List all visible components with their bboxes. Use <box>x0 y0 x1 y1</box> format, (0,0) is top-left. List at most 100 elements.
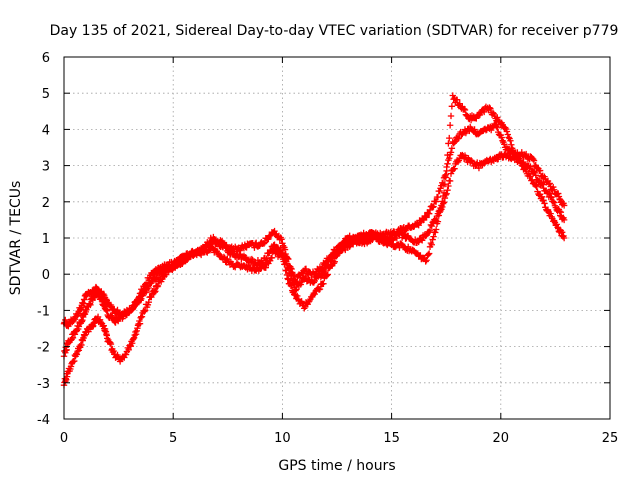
data-point <box>503 128 511 135</box>
data-point <box>505 134 512 141</box>
data-point <box>451 138 458 146</box>
data-point <box>134 324 141 332</box>
data-point <box>530 168 538 175</box>
data-point <box>444 151 451 159</box>
data-point <box>529 156 537 163</box>
data-point <box>494 114 501 121</box>
data-point <box>430 233 437 240</box>
data-point <box>134 298 142 305</box>
y-tick-label: 0 <box>42 268 50 283</box>
data-point <box>428 222 435 230</box>
data-point <box>560 234 568 242</box>
data-point <box>447 170 455 177</box>
data-point <box>248 255 256 263</box>
x-tick-label: 20 <box>493 431 510 446</box>
data-point <box>441 172 449 180</box>
data-point <box>287 282 295 289</box>
data-point <box>323 272 331 279</box>
data-point <box>532 182 539 189</box>
data-point <box>438 202 445 209</box>
data-point <box>73 351 81 358</box>
data-point <box>146 275 153 282</box>
data-point <box>507 137 514 144</box>
data-point <box>75 323 83 330</box>
data-point <box>71 331 79 338</box>
chart-title: Day 135 of 2021, Sidereal Day-to-day VTE… <box>50 23 619 39</box>
data-point <box>432 198 440 205</box>
data-point <box>447 112 455 120</box>
data-point <box>425 210 433 217</box>
data-point <box>74 311 81 319</box>
data-point <box>69 334 77 342</box>
data-point <box>453 96 461 104</box>
data-point <box>445 182 452 190</box>
data-point <box>527 173 534 180</box>
data-point <box>75 347 83 354</box>
data-point <box>122 351 130 358</box>
data-point <box>220 253 228 261</box>
data-point <box>446 122 454 129</box>
x-axis-label: GPS time / hours <box>278 458 395 474</box>
data-point <box>493 123 500 130</box>
y-tick-label: -4 <box>37 413 50 428</box>
data-point <box>539 181 546 188</box>
y-tick-label: -2 <box>37 341 50 356</box>
data-point <box>538 193 546 201</box>
data-point <box>536 167 544 174</box>
data-point <box>547 210 554 217</box>
data-point <box>418 237 426 244</box>
data-point <box>136 293 143 300</box>
data-point <box>283 267 290 274</box>
data-point <box>148 293 155 301</box>
data-point <box>550 198 557 205</box>
data-point <box>471 126 478 133</box>
data-point <box>518 161 525 169</box>
data-point <box>311 290 318 298</box>
data-point <box>138 313 146 320</box>
data-point <box>504 131 511 138</box>
data-point <box>548 194 555 201</box>
data-point <box>448 145 456 152</box>
data-point <box>142 307 149 314</box>
data-point <box>222 243 229 251</box>
data-point <box>87 301 94 309</box>
data-point <box>454 135 462 142</box>
data-point <box>553 221 560 228</box>
data-point <box>279 252 286 259</box>
data-point <box>487 105 494 112</box>
x-tick-label: 5 <box>169 431 177 446</box>
data-point <box>448 103 456 110</box>
data-point <box>475 164 483 172</box>
data-point <box>131 331 138 339</box>
data-point <box>288 265 295 273</box>
data-point <box>302 273 310 280</box>
data-point <box>508 141 515 148</box>
data-point <box>271 227 278 235</box>
data-point <box>435 212 442 219</box>
data-point <box>432 226 440 233</box>
data-point <box>447 149 455 156</box>
data-point <box>262 264 270 271</box>
data-point <box>83 306 90 313</box>
axis-ticks: 0 5 10 15 20 25 -4 -3 -2 -1 0 1 2 3 4 5 6 <box>37 51 618 446</box>
data-point <box>68 336 75 343</box>
data-point <box>154 269 161 277</box>
data-points <box>60 92 568 389</box>
x-tick-label: 10 <box>274 431 291 446</box>
data-point <box>288 281 295 289</box>
data-point <box>455 134 463 142</box>
x-tick-label: 15 <box>383 431 400 446</box>
data-point <box>107 340 115 348</box>
data-point <box>154 282 162 290</box>
data-point <box>278 251 285 258</box>
data-point <box>441 181 449 188</box>
data-point <box>150 271 158 279</box>
data-point <box>460 105 468 113</box>
data-point <box>331 258 339 265</box>
data-point <box>265 235 272 243</box>
data-point <box>151 289 158 296</box>
data-point <box>557 208 565 216</box>
data-point <box>171 263 179 271</box>
data-point <box>423 214 430 221</box>
